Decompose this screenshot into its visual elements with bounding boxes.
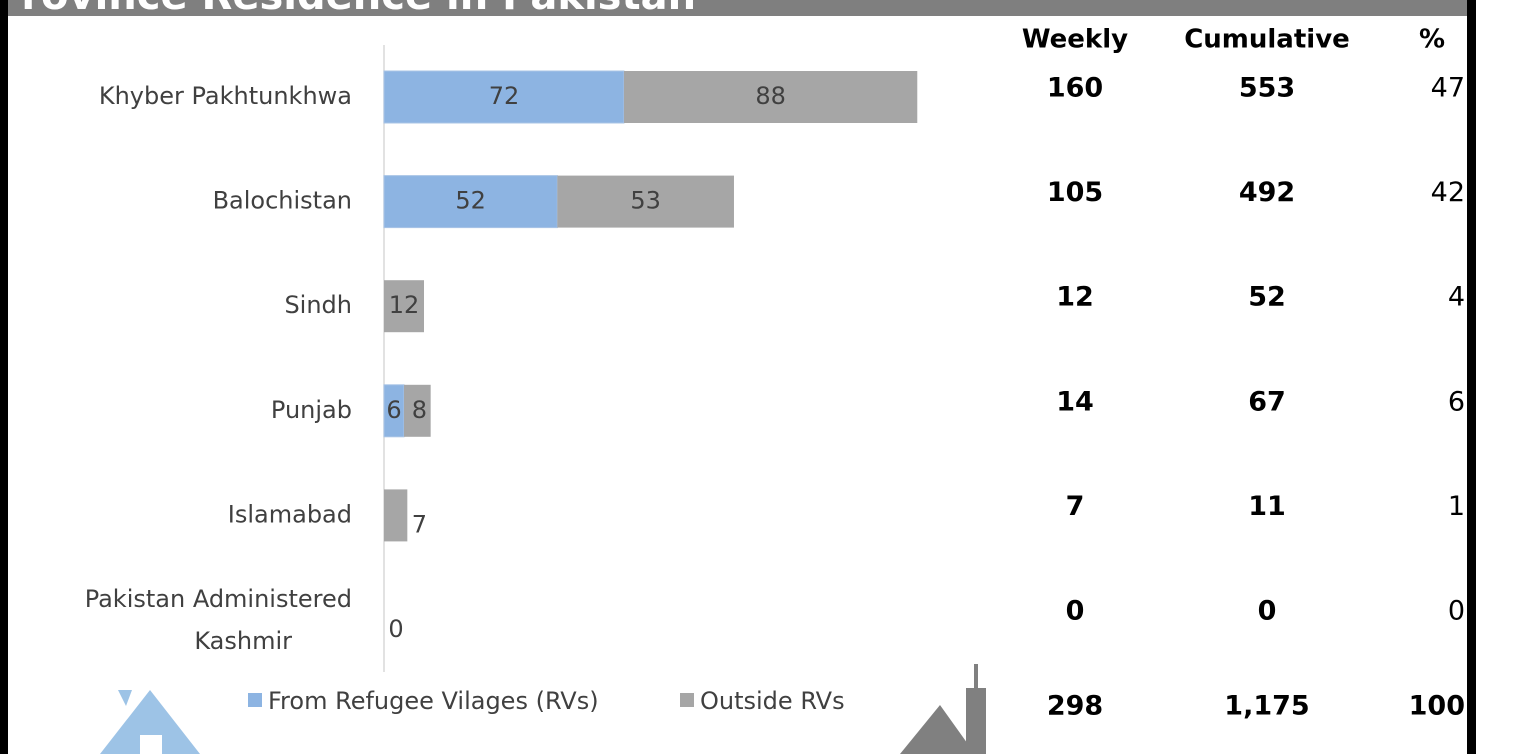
bar-segment bbox=[384, 489, 408, 542]
table-cell: 0 bbox=[1448, 596, 1465, 627]
category-label: Balochistan bbox=[213, 187, 352, 215]
table-total: 1,175 bbox=[1224, 691, 1309, 722]
bar-segment bbox=[384, 280, 424, 333]
table-cell: 14 bbox=[1056, 386, 1094, 417]
table-cell: 52 bbox=[1248, 282, 1286, 313]
building-icon bbox=[900, 664, 986, 754]
chart-title: Province Residence in Pakistan bbox=[0, 0, 696, 19]
bar-segment bbox=[403, 384, 431, 437]
data-label: 7 bbox=[412, 510, 427, 538]
category-label: Khyber Pakhtunkhwa bbox=[99, 82, 352, 110]
bar-segment bbox=[557, 175, 734, 228]
data-label: 12 bbox=[389, 291, 420, 319]
data-label: 88 bbox=[755, 82, 786, 110]
data-label: 52 bbox=[455, 187, 486, 215]
legend-swatch bbox=[680, 693, 694, 707]
table-total: 100 bbox=[1409, 691, 1465, 722]
data-label: 6 bbox=[386, 396, 401, 424]
table-cell: 12 bbox=[1056, 282, 1094, 313]
bar-segment bbox=[383, 70, 625, 124]
table-cell: 553 bbox=[1239, 73, 1295, 104]
table-cell: 0 bbox=[1066, 596, 1085, 627]
data-label: 72 bbox=[489, 82, 520, 110]
category-label: Pakistan Administered bbox=[85, 585, 352, 613]
table-header: % bbox=[1419, 25, 1445, 55]
table-header: Weekly bbox=[1022, 25, 1128, 55]
bar-segment bbox=[623, 71, 918, 123]
tent-icon bbox=[100, 690, 200, 754]
legend-swatch bbox=[248, 693, 262, 707]
table-cell: 492 bbox=[1239, 177, 1295, 208]
table-cell: 7 bbox=[1066, 491, 1085, 522]
table-cell: 105 bbox=[1047, 177, 1103, 208]
table-cell: 42 bbox=[1431, 177, 1465, 208]
table-cell: 0 bbox=[1258, 596, 1277, 627]
title-band bbox=[0, 0, 1476, 16]
legend-label: Outside RVs bbox=[700, 687, 845, 715]
legend-label: From Refugee Vilages (RVs) bbox=[268, 687, 599, 715]
table-cell: 47 bbox=[1431, 73, 1465, 104]
table-cell: 4 bbox=[1448, 282, 1465, 313]
table-cell: 67 bbox=[1248, 386, 1286, 417]
data-label: 0 bbox=[388, 615, 403, 643]
category-label: Punjab bbox=[271, 396, 352, 424]
table-cell: 6 bbox=[1448, 386, 1465, 417]
table-header: Cumulative bbox=[1184, 25, 1350, 55]
data-label: 53 bbox=[630, 187, 661, 215]
table-cell: 11 bbox=[1248, 491, 1286, 522]
data-label: 8 bbox=[412, 396, 427, 424]
category-label: Sindh bbox=[284, 291, 352, 319]
category-label: Kashmir bbox=[194, 627, 292, 655]
table-total: 298 bbox=[1047, 691, 1103, 722]
table-cell: 1 bbox=[1448, 491, 1465, 522]
table-cell: 160 bbox=[1047, 73, 1103, 104]
left-border bbox=[0, 0, 8, 754]
category-label: Islamabad bbox=[228, 500, 352, 528]
right-border bbox=[1467, 0, 1476, 754]
